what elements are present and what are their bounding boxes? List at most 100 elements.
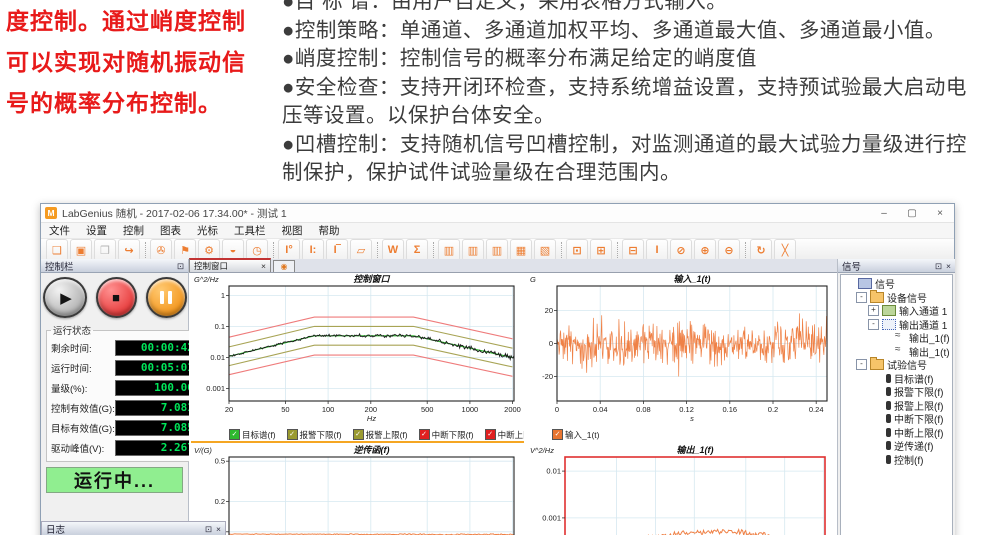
toolbar-button[interactable]: ▱	[350, 239, 372, 261]
toolbar-button[interactable]: ▥	[462, 239, 484, 261]
legend-item[interactable]: ✓ 报警下限(f)	[286, 429, 342, 441]
tree-item[interactable]: 中断下限(f)	[841, 412, 952, 426]
window-button[interactable]: –	[881, 207, 887, 219]
close-icon[interactable]: ×	[216, 523, 221, 534]
status-row: 运行时间: 00:05:01	[51, 358, 198, 378]
camera-icon: ◉	[280, 262, 288, 271]
legend-item[interactable]: ✓中断上限(f)	[484, 429, 524, 441]
menu-item[interactable]: 控制	[123, 225, 144, 237]
menu-item[interactable]: 设置	[86, 225, 107, 237]
chart-2-panel[interactable]: 2050100200500100020000.50.20.10.05逆传函(f)…	[191, 444, 524, 535]
legend-item[interactable]: ✓ 目标谱(f)	[229, 429, 276, 441]
charts-area: 控制窗口 × ◉ 20 50 100 200 500 1000 2000 1 0.1 0.01 0.…	[189, 258, 837, 535]
svg-text:0.001: 0.001	[542, 513, 561, 522]
tab-close-icon[interactable]: ×	[261, 261, 266, 271]
menu-item[interactable]: 图表	[160, 225, 181, 237]
checkbox-icon[interactable]: ✓	[286, 429, 298, 440]
toolbar-button[interactable]: W	[377, 239, 404, 261]
tree-item[interactable]: - 试验信号	[841, 357, 952, 372]
toolbar-button[interactable]: ▦	[510, 239, 532, 261]
legend-item[interactable]: ✓ 输入_1(t)	[552, 429, 599, 441]
chart-canvas[interactable]: 20 50 100 200 500 1000 2000 1 0.1 0.01 0.001 控制窗口 G^…	[191, 273, 524, 425]
intro-red-line: 度控制。通过峭度控制	[6, 8, 246, 34]
pause-button[interactable]	[145, 277, 187, 318]
tree-item[interactable]: 目标谱(f)	[841, 372, 952, 386]
menu-item[interactable]: 工具栏	[234, 225, 266, 237]
tree-item[interactable]: 控制(f)	[841, 453, 952, 467]
chart-canvas[interactable]: 2050100200500100020000.50.20.10.05逆传函(f)…	[191, 444, 524, 535]
checkbox-icon[interactable]: ✓	[552, 429, 563, 440]
toolbar-button[interactable]: ❒	[94, 239, 116, 261]
pin-icon[interactable]: ⊡	[176, 260, 184, 271]
checkbox-icon[interactable]: ✓	[418, 429, 430, 440]
tree-item[interactable]: - 输出通道 1	[841, 318, 952, 332]
toolbar-button[interactable]: Σ	[406, 239, 428, 261]
toolbar-button[interactable]: ╳	[774, 239, 796, 261]
status-value: 00:05:01	[114, 360, 198, 376]
toolbar-button[interactable]: I:	[302, 239, 324, 261]
checkbox-icon[interactable]: ✓	[352, 429, 364, 440]
toolbar-button[interactable]: ▥	[433, 239, 460, 261]
toolbar-button[interactable]: ↻	[745, 239, 772, 261]
svg-text:500: 500	[421, 405, 434, 414]
tree-item[interactable]: 输出_1(t)	[841, 344, 952, 359]
tab-control-window[interactable]: 控制窗口 ×	[189, 258, 271, 272]
toolbar-button[interactable]: ⊘	[670, 239, 692, 261]
pin-icon[interactable]: ⊡	[204, 523, 213, 534]
legend-item[interactable]: ✓ 中断下限(f)	[418, 429, 474, 441]
checkbox-icon[interactable]: ✓	[484, 429, 496, 440]
close-icon[interactable]: ×	[946, 260, 951, 271]
toolbar-button[interactable]: I‾	[326, 239, 348, 261]
toolbar-button[interactable]: ▧	[534, 239, 556, 261]
tree-item[interactable]: - 设备信号	[841, 289, 952, 305]
tree-item-icon	[886, 427, 891, 437]
chart-canvas[interactable]: 0 0.04 0.08 0.12 0.16 0.2 0.24 20 0 -20 输入_1(t) Gs	[527, 273, 835, 425]
expander-icon[interactable]: -	[868, 318, 879, 330]
toolbar-button[interactable]: ↪	[118, 239, 140, 261]
checkbox-icon[interactable]: ✓	[229, 429, 240, 440]
tree-item[interactable]: 报警上限(f)	[841, 399, 952, 413]
start-button[interactable]: ▶	[42, 277, 87, 318]
tree-item[interactable]: 报警下限(f)	[841, 385, 952, 399]
tab-snapshot[interactable]: ◉	[273, 260, 295, 272]
expander-icon[interactable]: -	[856, 291, 867, 303]
toolbar-button[interactable]: ⊕	[694, 239, 716, 261]
tree-item-label: 报警上限(f)	[894, 401, 944, 413]
toolbar-button[interactable]: ⊞	[590, 239, 612, 261]
toolbar-button[interactable]: I°	[273, 239, 300, 261]
tree-item[interactable]: 中断上限(f)	[841, 426, 952, 440]
stop-button[interactable]: ■	[95, 277, 137, 318]
chart-canvas[interactable]: 2050100200500100020000.010.0010.0001输出_1…	[527, 444, 835, 535]
legend-label: 目标谱(f)	[242, 429, 276, 440]
menu-item[interactable]: 文件	[49, 225, 70, 237]
tree-item[interactable]: 输出_1(f)	[841, 330, 952, 345]
menu-item[interactable]: 光标	[197, 225, 218, 237]
window-button[interactable]: ×	[937, 207, 943, 219]
toolbar-button[interactable]: ⊖	[718, 239, 740, 261]
window-button[interactable]: ▢	[907, 207, 917, 219]
legend-item[interactable]: ✓ 报警上限(f)	[352, 429, 408, 441]
expander-icon[interactable]: +	[868, 305, 879, 317]
feature-list: ●目 标 谱：由用户自定义，采用表格方式输入。 ●控制策略：单通道、多通道加权平均…	[282, 0, 998, 188]
expander-icon[interactable]: -	[856, 359, 867, 371]
chart-3-selected[interactable]: 2050100200500100020000.010.0010.0001输出_1…	[527, 444, 835, 535]
svg-text:0.16: 0.16	[722, 405, 737, 414]
toolbar-button[interactable]: ⊡	[561, 239, 588, 261]
feature-line: 制保护，保护试件试验量级在合理范围内。	[282, 161, 681, 184]
tree-item[interactable]: 信号	[841, 277, 952, 291]
pin-icon[interactable]: ⊡	[934, 260, 943, 271]
tree-item-icon	[886, 414, 891, 424]
menu-item[interactable]: 帮助	[318, 225, 340, 237]
toolbar-button[interactable]: I	[646, 239, 668, 261]
tree-item[interactable]: + 输入通道 1	[841, 304, 952, 318]
chart-0-panel[interactable]: 20 50 100 200 500 1000 2000 1 0.1 0.01 0.001 控制窗口 G^…	[191, 273, 524, 443]
toolbar-button[interactable]: ✇	[145, 239, 172, 261]
menu-item[interactable]: 视图	[281, 225, 303, 237]
toolbar-button[interactable]: ▥	[486, 239, 508, 261]
toolbar-button[interactable]: ⊟	[617, 239, 644, 261]
tree-item-label: 信号	[875, 280, 895, 292]
chart-legend: ✓ 输入_1(t)	[527, 428, 835, 441]
stop-icon: ■	[112, 290, 120, 305]
tree-item[interactable]: 逆传递(f)	[841, 439, 952, 453]
